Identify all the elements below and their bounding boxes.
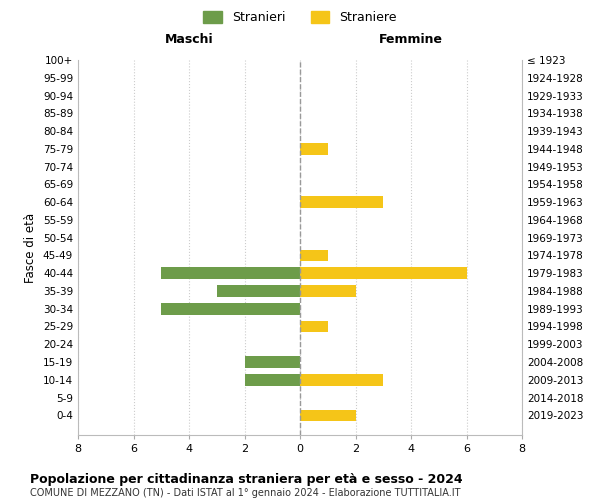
Bar bbox=[300, 410, 355, 421]
Bar bbox=[300, 196, 383, 208]
Bar bbox=[300, 374, 383, 386]
Y-axis label: Fasce di età: Fasce di età bbox=[25, 212, 37, 282]
Bar bbox=[300, 320, 328, 332]
Bar bbox=[245, 356, 300, 368]
Bar bbox=[300, 285, 355, 296]
Text: Maschi: Maschi bbox=[164, 33, 214, 46]
Bar bbox=[217, 285, 300, 296]
Bar bbox=[300, 143, 328, 154]
Text: Popolazione per cittadinanza straniera per età e sesso - 2024: Popolazione per cittadinanza straniera p… bbox=[30, 472, 463, 486]
Bar bbox=[300, 268, 467, 279]
Bar bbox=[245, 374, 300, 386]
Bar bbox=[161, 268, 300, 279]
Legend: Stranieri, Straniere: Stranieri, Straniere bbox=[198, 6, 402, 29]
Bar bbox=[161, 303, 300, 314]
Text: Femmine: Femmine bbox=[379, 33, 443, 46]
Text: COMUNE DI MEZZANO (TN) - Dati ISTAT al 1° gennaio 2024 - Elaborazione TUTTITALIA: COMUNE DI MEZZANO (TN) - Dati ISTAT al 1… bbox=[30, 488, 461, 498]
Bar bbox=[300, 250, 328, 261]
